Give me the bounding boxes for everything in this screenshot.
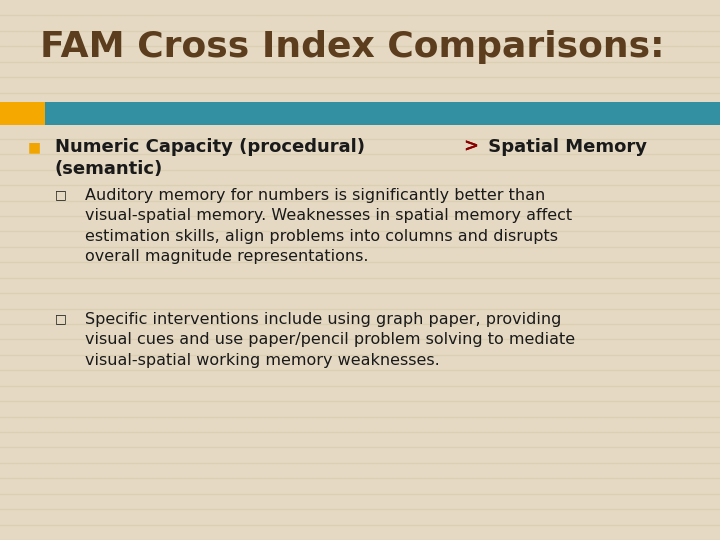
Text: Spatial Memory: Spatial Memory (482, 138, 647, 156)
Text: Numeric Capacity (procedural): Numeric Capacity (procedural) (55, 138, 372, 156)
Text: >: > (463, 138, 478, 156)
Bar (45, 102, 720, 125)
Text: FAM Cross Index Comparisons:: FAM Cross Index Comparisons: (40, 30, 665, 64)
Text: >: > (463, 138, 478, 156)
Text: (semantic): (semantic) (55, 160, 163, 178)
Text: Specific interventions include using graph paper, providing
visual cues and use : Specific interventions include using gra… (85, 312, 575, 368)
Text: □: □ (55, 312, 67, 325)
Bar (0, 102, 45, 125)
Text: ■: ■ (28, 140, 41, 154)
Text: □: □ (55, 188, 67, 201)
Text: Auditory memory for numbers is significantly better than
visual-spatial memory. : Auditory memory for numbers is significa… (85, 188, 572, 264)
